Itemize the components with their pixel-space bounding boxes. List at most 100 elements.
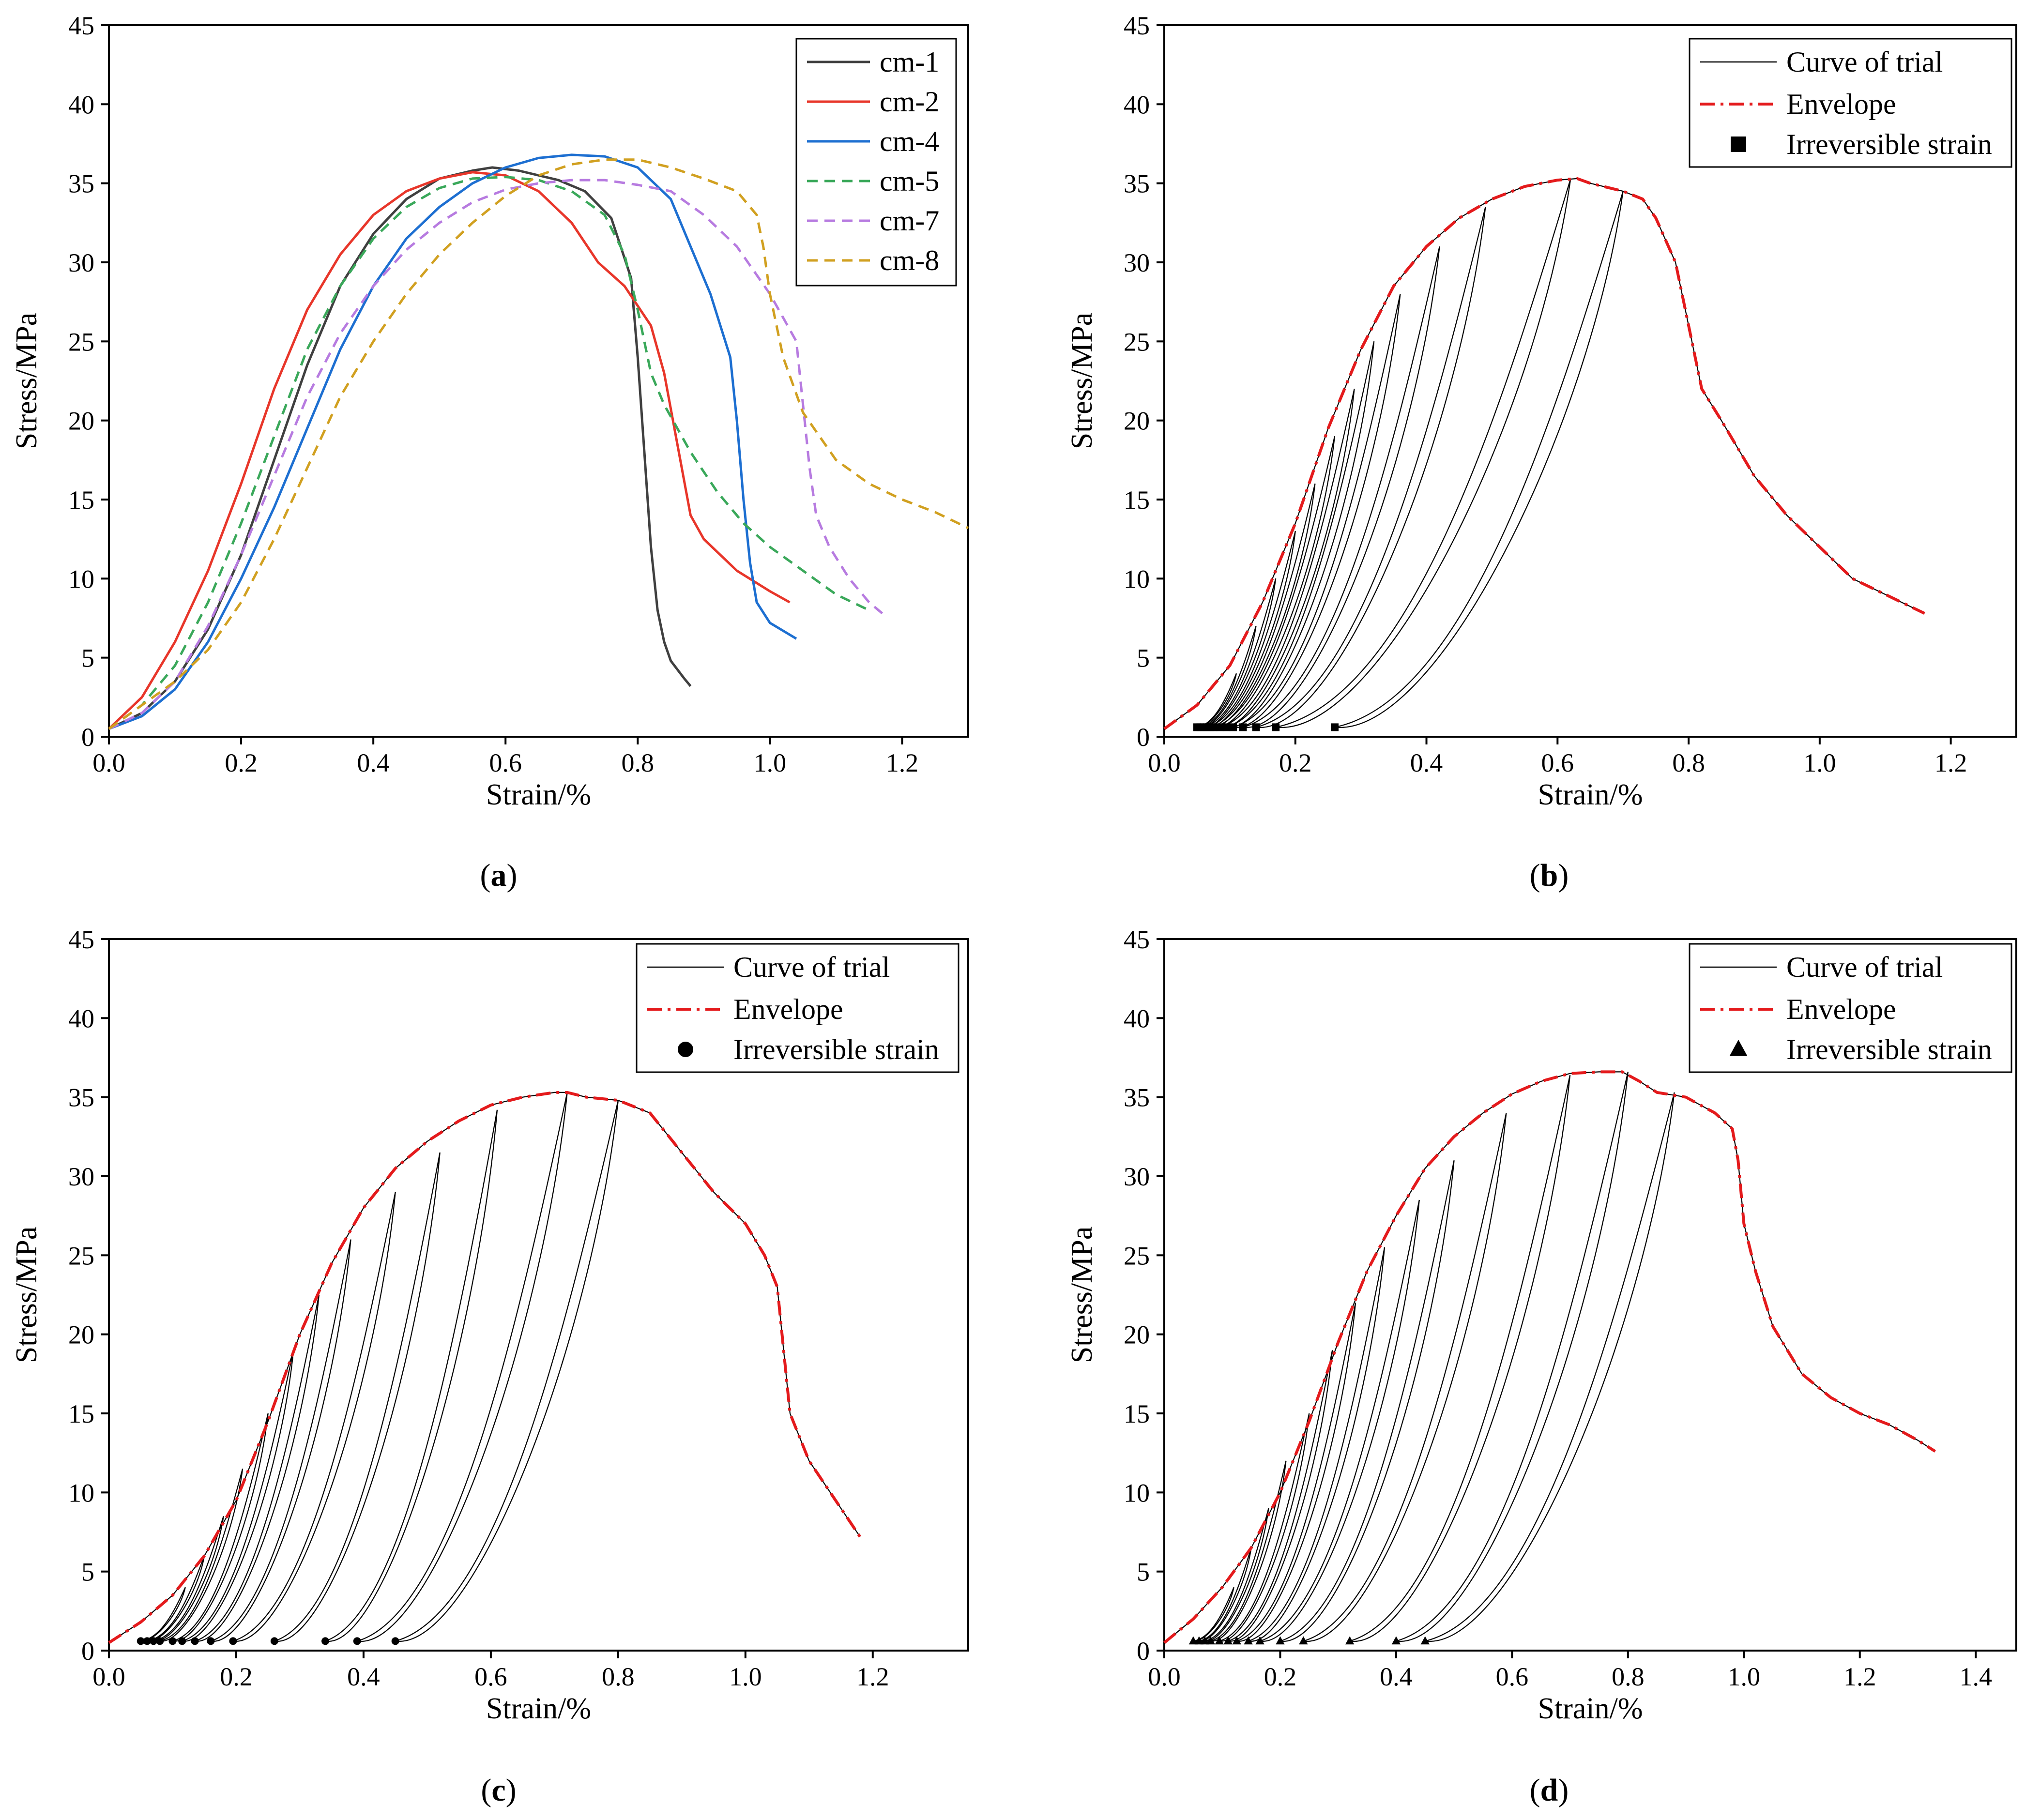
x-tick-label: 0.0 (92, 748, 125, 777)
x-tick-label: 1.0 (1803, 748, 1836, 777)
trial-curve-unload (195, 1294, 320, 1642)
y-tick-label: 10 (1124, 1478, 1150, 1507)
envelope-line (1163, 1070, 1936, 1644)
irreversible-strain-marker (1206, 1636, 1215, 1645)
trial-curve-reload (395, 1100, 619, 1642)
irreversible-strain-marker (1223, 1636, 1233, 1645)
trial-curve-unload (1228, 1350, 1333, 1642)
y-tick-label: 15 (1124, 1399, 1150, 1428)
envelope-line (108, 1091, 861, 1644)
trial-curve-reload (1228, 1350, 1333, 1642)
irreversible-strain-marker (1188, 1636, 1198, 1645)
y-tick-label: 30 (1124, 248, 1150, 277)
trial-curve-unload (1243, 246, 1440, 728)
trial-curve-reload (1303, 1113, 1507, 1642)
y-tick-label: 5 (81, 1558, 94, 1587)
trial-curve-reload (1280, 1160, 1455, 1642)
y-tick-label: 30 (1124, 1162, 1150, 1191)
y-tick-label: 35 (1124, 169, 1150, 198)
trial-curve-unload (1425, 1092, 1675, 1642)
y-tick-label: 5 (1137, 1558, 1150, 1587)
series-line-cm-5 (108, 176, 870, 730)
legend-label: Curve of trial (1786, 46, 1943, 78)
trial-curve-reload (147, 1555, 205, 1642)
trial-curve-reload (1425, 1092, 1675, 1642)
irreversible-strain-marker (1391, 1636, 1401, 1645)
x-tick-label: 0.4 (357, 748, 390, 777)
x-tick-label: 0.0 (1148, 1662, 1181, 1691)
y-tick-label: 45 (1124, 925, 1150, 954)
trial-curve-unload (1260, 1199, 1420, 1642)
trial-curve-unload (325, 1109, 498, 1642)
trial-curve-unload (1334, 191, 1624, 728)
irreversible-strain-marker (137, 1637, 145, 1645)
irreversible-strain-marker (168, 1637, 177, 1645)
y-axis-label: Stress/MPa (10, 313, 43, 449)
y-tick-label: 20 (68, 1320, 94, 1350)
x-tick-label: 1.2 (1843, 1662, 1876, 1691)
trial-curve-unload (274, 1152, 441, 1642)
x-tick-label: 0.8 (1612, 1662, 1645, 1691)
legend-label: Envelope (733, 993, 843, 1025)
irreversible-strain-marker (150, 1637, 158, 1645)
trial-curve-unload (1210, 1460, 1287, 1642)
x-tick-label: 1.4 (1959, 1662, 1992, 1691)
y-tick-label: 40 (68, 1004, 94, 1033)
trial-curve-reload (274, 1152, 441, 1642)
x-tick-label: 0.4 (347, 1662, 380, 1691)
trial-curve-reload (1248, 1247, 1386, 1642)
y-tick-label: 15 (1124, 485, 1150, 515)
legend-label: cm-1 (880, 46, 939, 78)
series-line-cm-1 (108, 166, 692, 730)
x-tick-label: 0.8 (1672, 748, 1705, 777)
x-tick-label: 0.6 (474, 1662, 507, 1691)
x-tick-label: 0.0 (1148, 748, 1181, 777)
trial-curve-unload (1233, 294, 1401, 728)
trial-curve-reload (1203, 578, 1277, 728)
y-tick-label: 10 (68, 564, 94, 593)
x-axis-label: Strain/% (486, 1692, 591, 1725)
caption-a: (a) (480, 858, 518, 893)
trial-curve-unload (211, 1239, 351, 1642)
legend-label: Curve of trial (1786, 951, 1943, 983)
y-axis-label: Stress/MPa (1066, 1227, 1098, 1363)
irreversible-strain-marker (1276, 1636, 1285, 1645)
trial-curve-reload (195, 1294, 320, 1642)
trial-curve-reload (1213, 436, 1336, 728)
irreversible-strain-marker (1215, 1636, 1224, 1645)
trial-curve-unload (1256, 207, 1486, 728)
y-tick-label: 20 (1124, 407, 1150, 436)
legend-label: Envelope (1786, 88, 1896, 120)
trial-curve-reload (1199, 1547, 1252, 1642)
y-tick-label: 5 (81, 644, 94, 673)
y-tick-label: 45 (68, 925, 94, 954)
trial-curve-unload (1248, 1247, 1386, 1642)
trial-curve-unload (395, 1100, 619, 1642)
trial-curve-unload (1219, 1413, 1310, 1642)
x-tick-label: 1.0 (754, 748, 787, 777)
x-tick-label: 0.2 (1279, 748, 1312, 777)
chart-d: 0.0 0.2 0.4 0.6 0.8 1.0 1.2 1.4 0 5 10 15 20 25 30 35 40… (1066, 925, 2017, 1725)
legend-label: Irreversible strain (733, 1033, 939, 1065)
trial-curve-reload (159, 1469, 244, 1642)
y-tick-label: 35 (68, 169, 94, 198)
x-tick-label: 0.2 (1264, 1662, 1297, 1691)
irreversible-strain-marker (1345, 1636, 1355, 1645)
trial-curve-unload (233, 1192, 396, 1642)
series-line-cm-8 (108, 158, 969, 730)
y-tick-label: 40 (1124, 90, 1150, 119)
y-tick-label: 0 (1137, 1637, 1150, 1666)
irreversible-strain-marker (678, 1042, 693, 1057)
x-tick-label: 0.2 (220, 1662, 253, 1691)
trial-curve-reload (1219, 389, 1355, 728)
irreversible-strain-marker (1239, 723, 1247, 731)
trial-curve-unload (160, 1469, 244, 1642)
irreversible-strain-marker (1299, 1636, 1308, 1645)
x-tick-label: 1.2 (1934, 748, 1967, 777)
legend-box (795, 38, 957, 287)
trial-curve-unload (1204, 1508, 1269, 1642)
trial-curve-reload (172, 1413, 269, 1642)
trial-curve-unload (1276, 178, 1571, 728)
legend-label: cm-2 (880, 86, 939, 118)
chart-c: 0.0 0.2 0.4 0.6 0.8 1.0 1.2 0 5 10 15 20 25 30 35 40 45 S… (10, 925, 969, 1725)
